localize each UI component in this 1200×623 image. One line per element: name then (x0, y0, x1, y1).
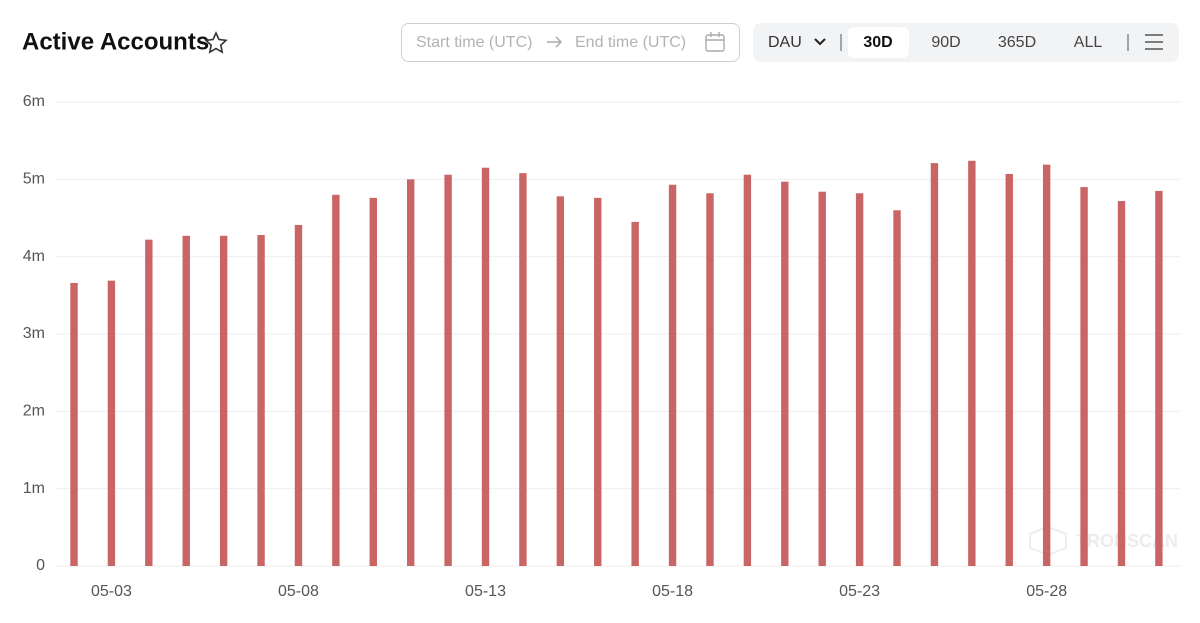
range-button[interactable]: 365D (998, 34, 1036, 51)
bar (818, 191, 826, 566)
y-tick-label: 1m (23, 480, 45, 497)
y-tick-label: 2m (23, 403, 45, 420)
arrow-icon (547, 36, 563, 48)
bar (631, 221, 639, 566)
bar (1155, 190, 1163, 566)
bar (107, 280, 116, 566)
bar (444, 174, 452, 566)
x-tick-label: 05-28 (1026, 583, 1067, 600)
y-tick-label: 6m (23, 93, 45, 110)
bar (257, 235, 265, 566)
bar (369, 197, 377, 567)
bar (855, 193, 864, 566)
x-tick-label: 05-13 (465, 583, 506, 600)
chevron-icon (814, 38, 826, 46)
y-tick-label: 0 (36, 557, 45, 574)
x-tick-label: 05-18 (652, 583, 693, 600)
menu-icon[interactable] (1145, 34, 1163, 50)
bar (1117, 200, 1126, 566)
bar (145, 239, 153, 567)
bar (594, 197, 602, 567)
bar (706, 193, 714, 566)
watermark-text: TRONSCAN (1076, 531, 1178, 551)
bar (668, 184, 677, 566)
bar (893, 210, 901, 566)
bar (930, 163, 939, 567)
bar (1042, 164, 1051, 566)
x-tick-label: 05-08 (278, 583, 319, 600)
start-placeholder: Start time (UTC) (416, 34, 532, 51)
selected-range-bg (848, 27, 909, 58)
y-tick-label: 3m (23, 325, 45, 342)
bar (1005, 173, 1013, 567)
bar (294, 224, 303, 566)
bar (70, 282, 78, 566)
range-button[interactable]: 90D (931, 34, 960, 51)
favorite-star[interactable] (204, 31, 228, 54)
x-tick-label: 05-03 (91, 583, 132, 600)
y-tick-label: 4m (23, 248, 45, 265)
range-toolbar (753, 23, 1179, 62)
x-tick-label: 05-23 (839, 583, 880, 600)
bar (556, 196, 565, 566)
bar (481, 167, 490, 566)
range-button[interactable]: 30D (863, 34, 892, 51)
bar (743, 174, 752, 566)
calendar-icon (705, 32, 725, 52)
metric-select[interactable]: DAU (768, 34, 802, 51)
bar (1080, 187, 1088, 567)
y-tick-label: 5m (23, 171, 45, 188)
bar (968, 160, 976, 567)
bar (182, 235, 190, 566)
date-range-input[interactable] (401, 23, 740, 62)
bar (406, 179, 415, 567)
bar (219, 235, 228, 566)
bar (781, 181, 789, 567)
end-placeholder: End time (UTC) (575, 34, 686, 51)
bar (519, 173, 527, 566)
chart-title: Active Accounts (22, 28, 209, 55)
range-button[interactable]: ALL (1074, 34, 1103, 51)
bar (332, 194, 340, 567)
